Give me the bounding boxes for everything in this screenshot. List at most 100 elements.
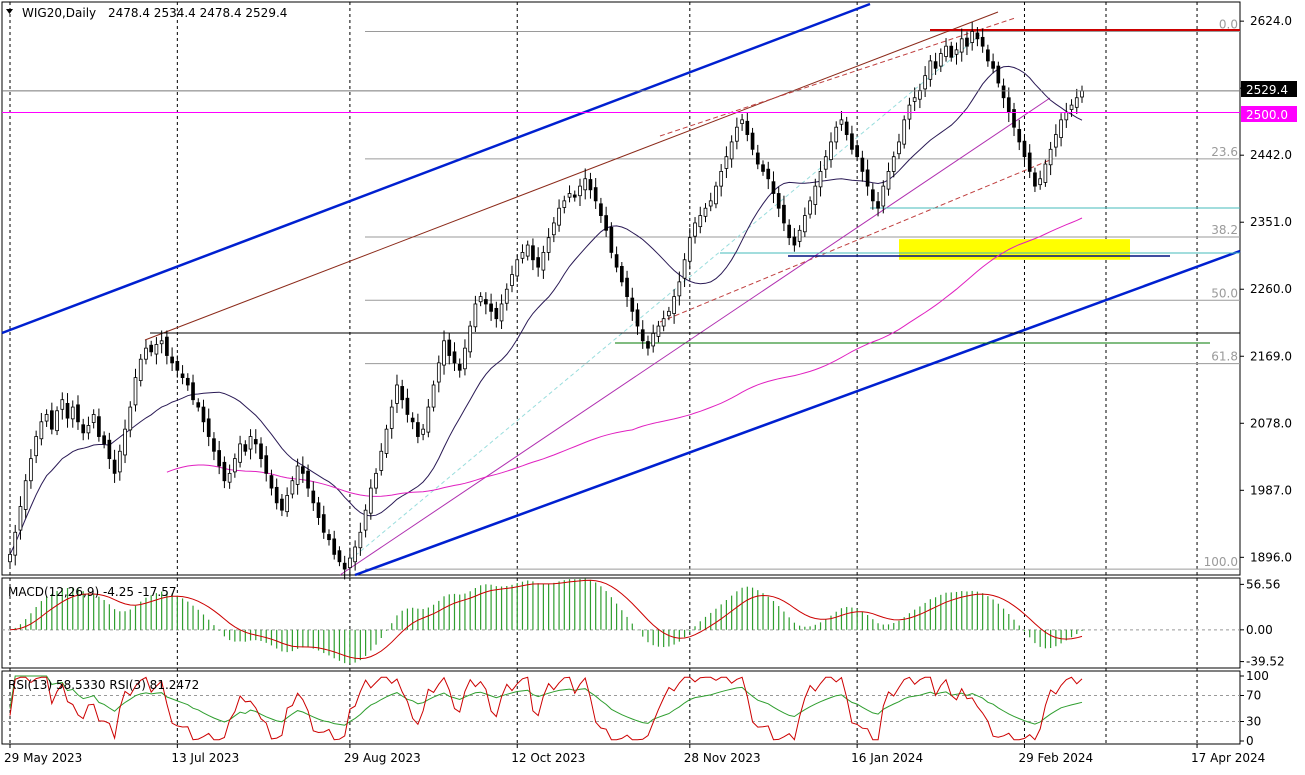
candle-body: [384, 428, 389, 454]
candle-body: [897, 141, 901, 155]
candle-body: [797, 229, 802, 242]
candle-body: [410, 417, 415, 423]
candle-body: [599, 203, 603, 216]
candle-body: [159, 340, 164, 345]
candle-body: [144, 347, 148, 360]
candle-body: [536, 257, 540, 268]
candle-body: [311, 490, 316, 504]
candle-body: [452, 351, 457, 364]
candle-body: [316, 502, 321, 518]
rsi13-line: [9, 675, 1083, 726]
candle-body: [233, 458, 237, 473]
candle-body: [855, 145, 859, 158]
candle-body: [965, 37, 969, 47]
candle-body: [442, 340, 446, 366]
candle-body: [541, 252, 546, 271]
candle-body: [290, 480, 295, 495]
candle-body: [792, 236, 797, 246]
candle-body: [625, 277, 629, 298]
candle-body: [703, 207, 708, 217]
candle-body: [1048, 148, 1053, 166]
price-tick-label: 1987.0: [1250, 483, 1292, 497]
red-dashed-trendline-2: [659, 159, 1051, 323]
candle-body: [546, 237, 551, 253]
candle-body: [49, 410, 54, 430]
macd-tick-label: 0.00: [1246, 623, 1273, 637]
moving-averages: [9, 65, 1083, 555]
ma-long-line: [166, 217, 1083, 497]
brown-trendline: [144, 11, 999, 341]
candle-body: [18, 506, 23, 531]
candle-body: [185, 377, 190, 386]
candle-body: [923, 75, 927, 90]
dropdown-triangle-icon[interactable]: [6, 9, 13, 14]
candle-body: [227, 472, 232, 483]
candle-body: [677, 281, 682, 297]
candle-body: [253, 439, 258, 445]
candle-body: [123, 428, 127, 456]
candle-body: [102, 435, 106, 445]
candle-body: [363, 509, 368, 531]
candle-body: [834, 126, 839, 143]
candle-body: [421, 428, 425, 435]
macd-tick-label: 56.56: [1246, 577, 1280, 591]
candle-body: [959, 38, 964, 53]
candle-body: [23, 480, 28, 510]
fib-level-label: 100.0: [1204, 555, 1238, 569]
candle-body: [782, 204, 786, 224]
candle-body: [844, 121, 849, 135]
candle-body: [1022, 140, 1027, 158]
candle-body: [552, 222, 556, 236]
candle-body: [368, 487, 373, 514]
channel-upper-line: [1, 2, 871, 335]
candle-body: [463, 347, 467, 370]
candle-body: [949, 45, 954, 58]
candle-body: [395, 384, 399, 404]
candle-body: [839, 119, 844, 125]
candle-body: [400, 386, 405, 401]
candle-body: [327, 534, 331, 541]
candle-body: [81, 424, 86, 434]
candle-body: [557, 207, 561, 226]
candle-body: [698, 215, 703, 228]
candle-body: [823, 156, 828, 170]
candle-body: [944, 45, 948, 57]
time-tick-label: 29 Aug 2023: [344, 751, 421, 765]
price-levels: [2, 90, 1240, 113]
candle-body: [630, 297, 635, 312]
candle-body: [1069, 104, 1074, 110]
candle-body: [39, 421, 44, 440]
candle-body: [808, 200, 812, 215]
price-tick-label: 2169.0: [1250, 349, 1292, 363]
candle-body: [1064, 112, 1069, 121]
candle-body: [1012, 109, 1016, 128]
candle-body: [405, 397, 410, 415]
candle-body: [86, 425, 91, 434]
candle-body: [986, 49, 990, 62]
time-tick-label: 12 Oct 2023: [511, 751, 585, 765]
candle-body: [735, 126, 739, 142]
price-tick-label: 1896.0: [1250, 550, 1292, 564]
candle-body: [29, 458, 33, 482]
macd-title: MACD(12,26,9) -4.25 -17.57: [8, 585, 177, 599]
candle-body: [766, 168, 771, 180]
candle-body: [912, 97, 917, 102]
candle-body: [165, 336, 169, 356]
candle-body: [374, 472, 378, 489]
candle-body: [870, 189, 875, 202]
rsi-tick-label: 100: [1246, 669, 1269, 683]
candle-body: [714, 185, 718, 205]
candle-body: [687, 237, 692, 262]
candle-body: [750, 132, 755, 150]
candle-body: [332, 538, 337, 555]
candle-body: [379, 450, 384, 471]
candle-body: [745, 120, 750, 135]
candle-body: [196, 402, 201, 408]
candle-body: [243, 444, 248, 452]
fibonacci-levels: 0.0 23.6 38.2 50.0 61.8 100.0: [365, 17, 1240, 570]
candle-body: [525, 244, 530, 257]
rsi3-line: [9, 676, 1083, 741]
candle-body: [149, 344, 154, 353]
time-tick-label: 29 Feb 2024: [1018, 751, 1093, 765]
